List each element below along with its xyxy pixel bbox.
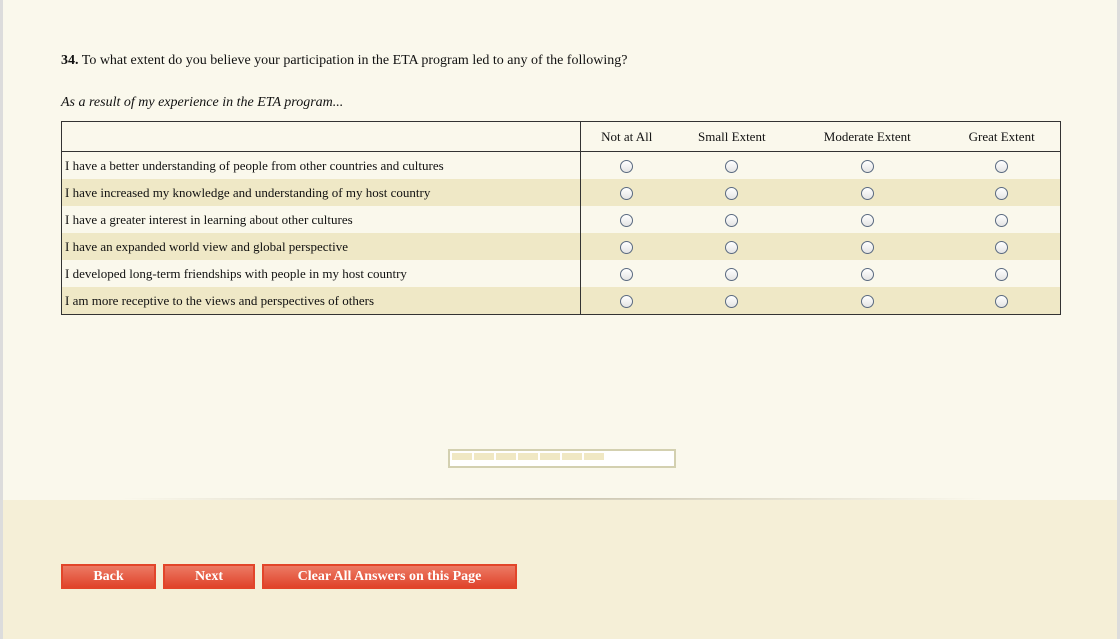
radio-button[interactable]	[995, 268, 1009, 282]
radio-button[interactable]	[725, 160, 739, 174]
question-number: 34.	[61, 53, 79, 68]
radio-cell	[581, 260, 673, 287]
survey-page: 34. To what extent do you believe your p…	[3, 0, 1117, 639]
radio-button[interactable]	[860, 187, 874, 201]
radio-cell	[672, 287, 792, 315]
progress-bar	[448, 449, 676, 468]
question-subtitle: As a result of my experience in the ETA …	[61, 95, 344, 110]
radio-button[interactable]	[725, 214, 739, 228]
radio-button[interactable]	[725, 241, 739, 255]
radio-button[interactable]	[620, 214, 634, 228]
column-header: Moderate Extent	[791, 121, 944, 152]
next-button[interactable]: Next	[163, 564, 255, 589]
row-label: I have an expanded world view and global…	[61, 233, 581, 260]
radio-button[interactable]	[725, 187, 739, 201]
radio-cell	[581, 152, 673, 180]
table-row: I am more receptive to the views and per…	[61, 287, 1061, 315]
progress-segment	[584, 453, 604, 460]
progress-segment	[518, 453, 538, 460]
radio-cell	[791, 287, 944, 315]
row-label: I am more receptive to the views and per…	[61, 287, 581, 315]
radio-button[interactable]	[860, 160, 874, 174]
radio-cell	[580, 179, 673, 206]
radio-cell	[943, 179, 1061, 206]
progress-segment	[496, 453, 516, 460]
radio-cell	[791, 206, 943, 233]
radio-button[interactable]	[995, 241, 1009, 255]
radio-cell	[791, 152, 943, 180]
table-row: I have a greater interest in learning ab…	[61, 206, 1061, 233]
table-row: I have increased my knowledge and unders…	[61, 179, 1061, 206]
radio-cell	[943, 152, 1060, 180]
progress-segment	[474, 453, 494, 460]
radio-button[interactable]	[620, 241, 634, 255]
radio-cell	[581, 206, 673, 233]
radio-cell	[580, 233, 673, 260]
progress-segment	[452, 453, 472, 460]
question-label: To what extent do you believe your parti…	[78, 53, 628, 68]
radio-cell	[943, 287, 1061, 315]
radio-button[interactable]	[620, 160, 634, 174]
radio-button[interactable]	[620, 187, 634, 201]
row-label: I have increased my knowledge and unders…	[61, 179, 581, 206]
table-row: I have an expanded world view and global…	[61, 233, 1061, 260]
radio-button[interactable]	[995, 160, 1009, 174]
progress-segment	[562, 453, 582, 460]
radio-button[interactable]	[860, 214, 874, 228]
header-blank	[61, 121, 581, 152]
radio-button[interactable]	[995, 214, 1009, 228]
radio-cell	[791, 179, 944, 206]
radio-button[interactable]	[995, 187, 1009, 201]
radio-button[interactable]	[725, 268, 739, 282]
question-text: 34. To what extent do you believe your p…	[61, 53, 627, 69]
radio-button[interactable]	[725, 295, 739, 309]
column-header: Small Extent	[672, 121, 792, 152]
column-header: Great Extent	[943, 121, 1061, 152]
rating-matrix: Not at All Small Extent Moderate Extent Gre…	[61, 121, 1061, 315]
table-row: I developed long-term friendships with p…	[61, 260, 1061, 287]
radio-cell	[791, 260, 943, 287]
radio-cell	[580, 287, 673, 315]
radio-button[interactable]	[620, 268, 634, 282]
row-label: I have a better understanding of people …	[61, 151, 581, 179]
column-header: Not at All	[580, 121, 673, 152]
radio-cell	[672, 233, 792, 260]
radio-cell	[791, 233, 944, 260]
radio-cell	[943, 260, 1060, 287]
radio-cell	[672, 260, 791, 287]
progress-segment	[540, 453, 560, 460]
radio-cell	[672, 179, 792, 206]
radio-cell	[672, 206, 791, 233]
radio-button[interactable]	[995, 295, 1009, 309]
radio-button[interactable]	[860, 241, 874, 255]
back-button[interactable]: Back	[61, 564, 156, 589]
row-label: I developed long-term friendships with p…	[61, 260, 581, 287]
radio-cell	[943, 233, 1061, 260]
radio-button[interactable]	[620, 295, 634, 309]
table-row: I have a better understanding of people …	[61, 151, 1061, 180]
radio-button[interactable]	[860, 268, 874, 282]
radio-cell	[943, 206, 1060, 233]
radio-button[interactable]	[860, 295, 874, 309]
clear-answers-button[interactable]: Clear All Answers on this Page	[262, 564, 517, 589]
row-label: I have a greater interest in learning ab…	[61, 206, 581, 233]
radio-cell	[672, 152, 791, 180]
